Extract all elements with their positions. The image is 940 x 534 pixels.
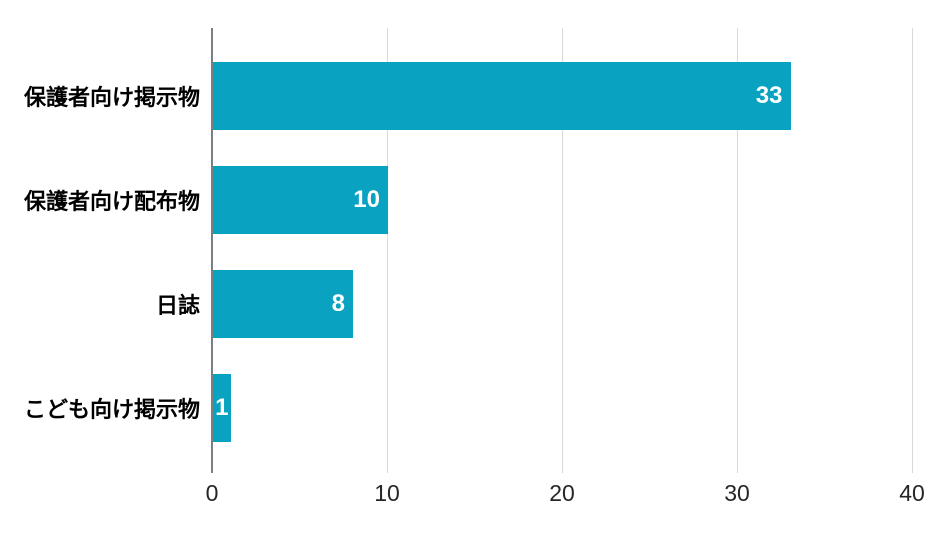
bar: 1: [213, 374, 231, 442]
value-axis-tick-label: 10: [374, 480, 400, 506]
gridline: [562, 28, 563, 473]
category-label: 保護者向け掲示物: [23, 85, 200, 110]
bar: 8: [213, 270, 353, 338]
bar-value-label: 33: [755, 82, 783, 109]
gridline: [737, 28, 738, 473]
bar-value-label: 10: [353, 186, 380, 213]
bar: 33: [213, 62, 791, 130]
value-axis-tick-label: 30: [724, 480, 750, 506]
gridline: [387, 28, 388, 473]
value-axis-tick-label: 0: [205, 480, 219, 506]
category-label: 保護者向け配布物: [23, 189, 200, 214]
value-axis-tick-label: 20: [549, 480, 575, 506]
bar-value-label: 8: [331, 290, 345, 317]
gridline: [912, 28, 913, 473]
plot-area: 33 10 8 1: [211, 28, 913, 473]
category-label: 日誌: [155, 293, 200, 318]
value-axis-line: [211, 28, 213, 473]
bar-value-label: 1: [215, 394, 229, 421]
category-label: こども向け掲示物: [23, 397, 200, 422]
value-axis-tick-label: 40: [899, 480, 925, 506]
bar: 10: [213, 166, 388, 234]
